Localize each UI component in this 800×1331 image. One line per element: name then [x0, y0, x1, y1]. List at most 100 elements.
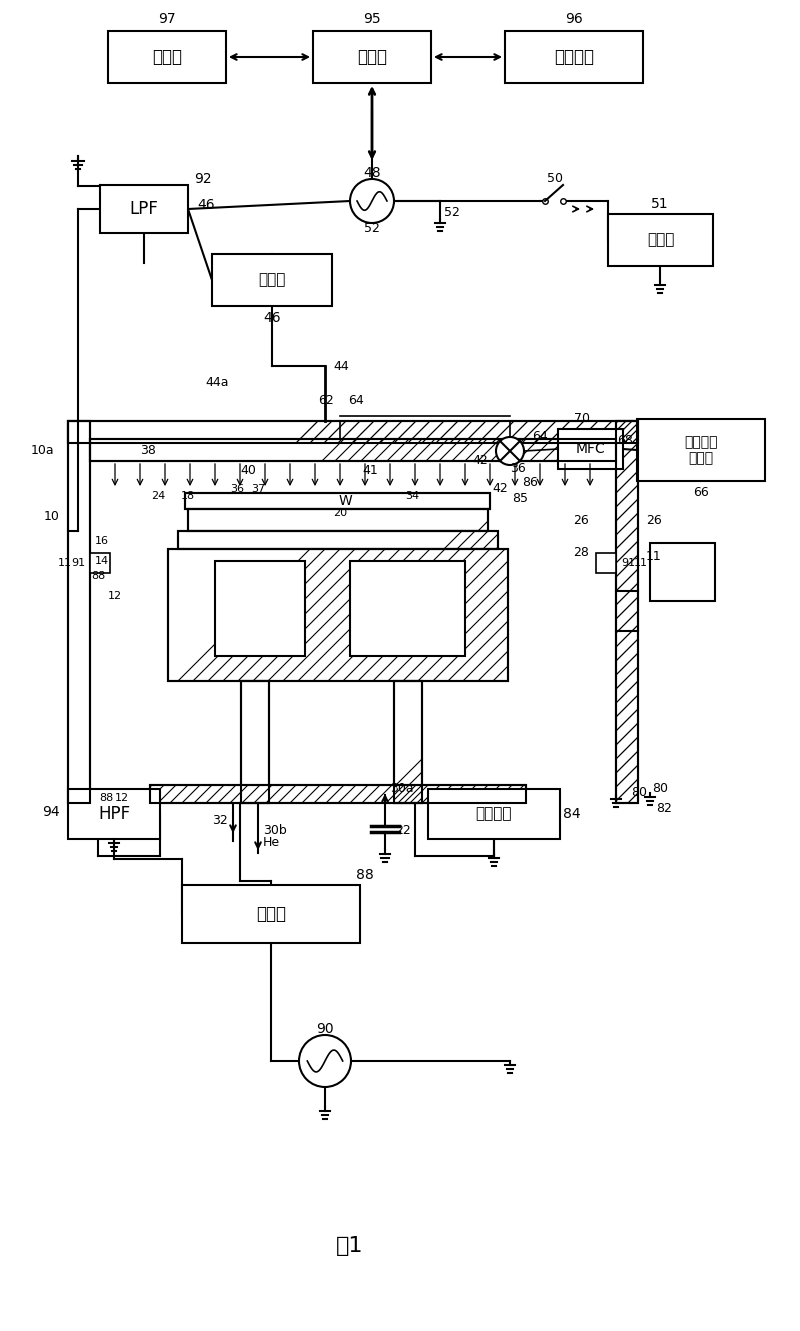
Text: 12: 12 — [108, 591, 122, 602]
Text: 存储部: 存储部 — [152, 48, 182, 67]
Bar — [616, 421, 638, 803]
Text: 37: 37 — [251, 484, 265, 494]
Bar — [108, 31, 226, 83]
Bar — [188, 508, 488, 531]
Text: 32: 32 — [212, 815, 228, 828]
Text: 42: 42 — [492, 483, 508, 495]
Bar — [241, 681, 269, 803]
Bar — [608, 214, 713, 266]
Bar — [313, 31, 431, 83]
Text: 51: 51 — [651, 197, 669, 212]
Text: 14: 14 — [95, 556, 109, 566]
Text: 30b: 30b — [263, 824, 286, 837]
Bar — [637, 419, 765, 480]
Text: 50: 50 — [547, 173, 563, 185]
Text: 控制器: 控制器 — [647, 233, 674, 248]
Text: 11: 11 — [646, 550, 662, 563]
Bar — [185, 492, 490, 508]
Text: 97: 97 — [158, 12, 176, 27]
Text: 控制部: 控制部 — [357, 48, 387, 67]
Text: 46: 46 — [197, 198, 215, 212]
Text: 40: 40 — [240, 465, 256, 478]
Bar — [68, 421, 638, 443]
Text: 80: 80 — [652, 783, 668, 796]
Text: 匹配器: 匹配器 — [256, 905, 286, 922]
Bar — [168, 548, 508, 681]
Text: 82: 82 — [656, 801, 672, 815]
Circle shape — [350, 178, 394, 224]
Bar — [182, 885, 360, 942]
Bar — [90, 552, 110, 574]
Text: 66: 66 — [693, 487, 709, 499]
Bar — [68, 421, 638, 443]
Text: 11: 11 — [634, 558, 648, 568]
Text: 90: 90 — [316, 1022, 334, 1036]
Text: 28: 28 — [573, 547, 589, 559]
Text: 94: 94 — [42, 805, 60, 819]
Text: 用户接口: 用户接口 — [554, 48, 594, 67]
Text: 80: 80 — [631, 787, 647, 800]
Text: 68: 68 — [617, 434, 633, 446]
Text: 46: 46 — [263, 311, 281, 325]
Text: 52: 52 — [364, 222, 380, 236]
Bar — [150, 785, 526, 803]
Text: 91: 91 — [71, 558, 85, 568]
Bar — [616, 421, 638, 803]
Text: 30a: 30a — [390, 783, 414, 796]
Text: 96: 96 — [565, 12, 583, 27]
Text: LPF: LPF — [130, 200, 158, 218]
Text: 11: 11 — [58, 558, 72, 568]
Text: 70: 70 — [574, 413, 590, 426]
Text: HPF: HPF — [98, 805, 130, 823]
Bar — [241, 681, 269, 803]
Text: 41: 41 — [362, 465, 378, 478]
Text: 88: 88 — [356, 868, 374, 882]
Bar — [90, 439, 616, 461]
Text: 22: 22 — [395, 824, 411, 837]
Text: 85: 85 — [512, 492, 528, 506]
Bar — [394, 681, 422, 803]
Bar — [596, 552, 616, 574]
Text: 95: 95 — [363, 12, 381, 27]
Text: 34: 34 — [405, 491, 419, 500]
Text: 38: 38 — [140, 445, 156, 458]
Text: 44: 44 — [333, 359, 349, 373]
Circle shape — [299, 1036, 351, 1087]
Text: 88: 88 — [99, 793, 113, 803]
Text: 36: 36 — [230, 484, 244, 494]
Bar — [68, 421, 90, 803]
Text: 10: 10 — [44, 510, 60, 523]
Bar — [650, 543, 715, 602]
Text: MFC: MFC — [576, 442, 606, 457]
Bar — [428, 789, 560, 839]
Text: 92: 92 — [194, 172, 212, 186]
Bar — [350, 560, 465, 656]
Bar — [68, 789, 160, 839]
Text: 处理气体
供给源: 处理气体 供给源 — [684, 435, 718, 465]
Text: 62: 62 — [318, 394, 334, 407]
Bar — [178, 531, 498, 548]
Bar — [90, 439, 616, 461]
Bar — [150, 785, 526, 803]
Text: 12: 12 — [115, 793, 129, 803]
Text: 26: 26 — [646, 515, 662, 527]
Bar — [168, 548, 508, 681]
Bar — [100, 185, 188, 233]
Text: 排气装置: 排气装置 — [476, 807, 512, 821]
Text: 88: 88 — [91, 571, 105, 582]
Bar — [68, 421, 90, 803]
Text: 64: 64 — [532, 430, 548, 442]
Text: 84: 84 — [563, 807, 581, 821]
Text: 图1: 图1 — [336, 1236, 364, 1256]
Bar — [212, 254, 332, 306]
Text: 匹配器: 匹配器 — [258, 273, 286, 287]
Bar — [505, 31, 643, 83]
Text: 48: 48 — [363, 166, 381, 180]
Bar — [188, 508, 488, 531]
Text: W: W — [338, 494, 352, 508]
Text: 64: 64 — [348, 394, 364, 407]
Bar — [558, 429, 623, 469]
Bar — [185, 492, 490, 508]
Text: 52: 52 — [444, 206, 460, 220]
Bar — [394, 681, 422, 803]
